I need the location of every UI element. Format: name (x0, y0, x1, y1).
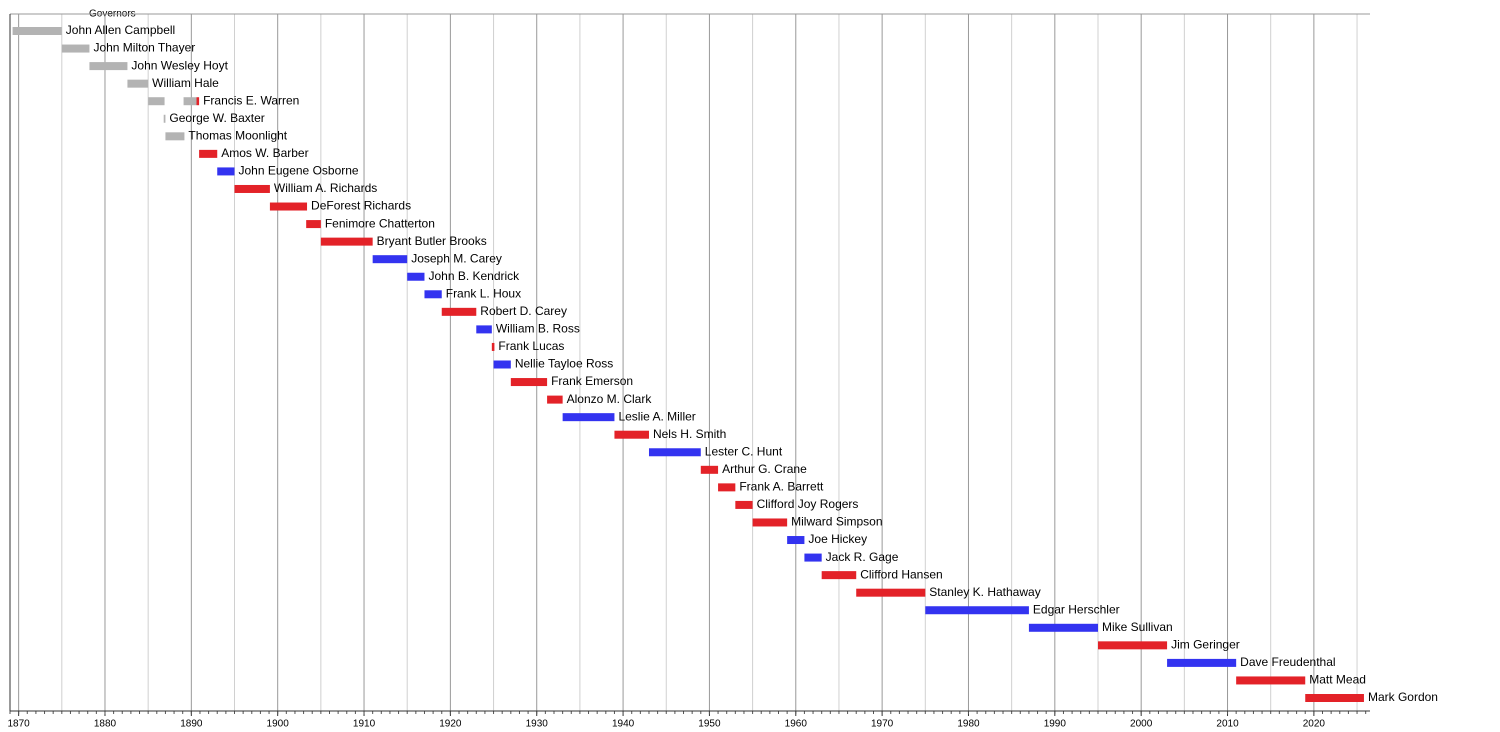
governor-label: Alonzo M. Clark (567, 392, 653, 406)
governor-label: John Allen Campbell (66, 23, 175, 37)
x-tick-label: 2010 (1216, 719, 1239, 730)
term-bar (148, 97, 165, 106)
term-bar (752, 518, 788, 527)
governor-label: Thomas Moonlight (188, 128, 287, 142)
x-tick-label: 1910 (353, 719, 376, 730)
term-bar (1167, 658, 1237, 667)
term-bar (127, 79, 149, 88)
term-bar (234, 184, 270, 193)
governor-label: Joseph M. Carey (411, 251, 502, 265)
x-tick-label: 1920 (439, 719, 462, 730)
term-bar (407, 272, 425, 281)
x-tick-label: 2020 (1303, 719, 1326, 730)
x-tick-label: 1980 (957, 719, 980, 730)
governor-label: Lester C. Hunt (705, 444, 783, 458)
term-bar (1305, 694, 1364, 702)
term-bar (217, 167, 235, 176)
x-tick-label: 1890 (180, 719, 203, 730)
term-bar (199, 149, 218, 158)
governor-label: Frank A. Barrett (739, 480, 824, 494)
x-tick-label: 1940 (612, 719, 635, 730)
governor-label: Nels H. Smith (653, 427, 726, 441)
term-bar (547, 395, 563, 404)
term-bar (269, 202, 308, 211)
x-tick-label: 2000 (1130, 719, 1153, 730)
term-bar (510, 378, 548, 387)
governor-label: John Eugene Osborne (239, 164, 359, 178)
term-bar (648, 448, 701, 457)
governor-label: Clifford Hansen (860, 567, 943, 581)
governor-label: Dave Freudenthal (1240, 655, 1335, 669)
x-tick-label: 1880 (94, 719, 117, 730)
governor-label: DeForest Richards (311, 199, 411, 213)
term-bar (1236, 676, 1306, 685)
governor-label: Jim Geringer (1171, 638, 1240, 652)
x-tick-label: 1950 (698, 719, 721, 730)
governor-label: Mike Sullivan (1102, 620, 1173, 634)
term-bar (424, 290, 442, 299)
governor-label: Leslie A. Miller (618, 409, 695, 423)
term-bar (1098, 641, 1168, 650)
term-bar (804, 553, 822, 562)
governor-label: Frank Emerson (551, 374, 633, 388)
x-tick-label: 1960 (785, 719, 808, 730)
governor-label: William B. Ross (496, 322, 580, 336)
term-bar (320, 237, 373, 246)
governor-label: Robert D. Carey (480, 304, 567, 318)
governor-label: Joe Hickey (808, 532, 867, 546)
term-bar (1028, 623, 1098, 632)
term-bar (735, 500, 753, 509)
term-bar (183, 97, 197, 106)
governor-label: Mark Gordon (1368, 690, 1438, 704)
term-bar (163, 114, 166, 123)
governor-label: William A. Richards (274, 181, 377, 195)
x-tick-label: 1970 (871, 719, 894, 730)
term-bar (165, 132, 185, 141)
governor-label: Clifford Joy Rogers (757, 497, 859, 511)
x-tick-label: 1870 (8, 719, 31, 730)
governor-label: Fenimore Chatterton (325, 216, 435, 230)
governor-label: Frank L. Houx (446, 286, 521, 300)
governor-label: Amos W. Barber (221, 146, 308, 160)
governor-label: John B. Kendrick (428, 269, 520, 283)
governor-label: Nellie Tayloe Ross (515, 357, 614, 371)
term-bar (61, 44, 90, 53)
governor-label: Bryant Butler Brooks (377, 234, 487, 248)
term-bar (372, 255, 408, 264)
x-tick-label: 1930 (526, 719, 549, 730)
term-bar (821, 571, 857, 580)
x-tick-label: 1990 (1044, 719, 1067, 730)
term-bar (476, 325, 492, 334)
term-bar (12, 27, 62, 35)
governor-label: Francis E. Warren (203, 93, 299, 107)
governor-label: George W. Baxter (169, 111, 264, 125)
term-bar (700, 465, 719, 474)
term-bar (856, 588, 926, 597)
term-bar (925, 606, 1029, 615)
term-bar (89, 62, 128, 71)
governor-label: Milward Simpson (791, 515, 882, 529)
governor-label: Jack R. Gage (826, 550, 899, 564)
governor-label: John Wesley Hoyt (131, 58, 228, 72)
term-bar (493, 360, 511, 369)
governor-label: Frank Lucas (498, 339, 564, 353)
term-bar (441, 307, 477, 316)
term-bar (562, 413, 615, 422)
governor-label: Matt Mead (1309, 673, 1366, 687)
term-bar (614, 430, 649, 439)
governor-label: John Milton Thayer (93, 41, 195, 55)
governor-label: Arthur G. Crane (722, 462, 807, 476)
term-bar (196, 97, 200, 106)
governor-label: Stanley K. Hathaway (929, 585, 1040, 599)
governor-label: William Hale (152, 76, 219, 90)
governor-label: Edgar Herschler (1033, 602, 1120, 616)
term-bar (491, 342, 495, 351)
x-tick-label: 1900 (267, 719, 290, 730)
term-bar (306, 220, 321, 229)
term-bar (718, 483, 736, 492)
term-bar (787, 536, 805, 545)
